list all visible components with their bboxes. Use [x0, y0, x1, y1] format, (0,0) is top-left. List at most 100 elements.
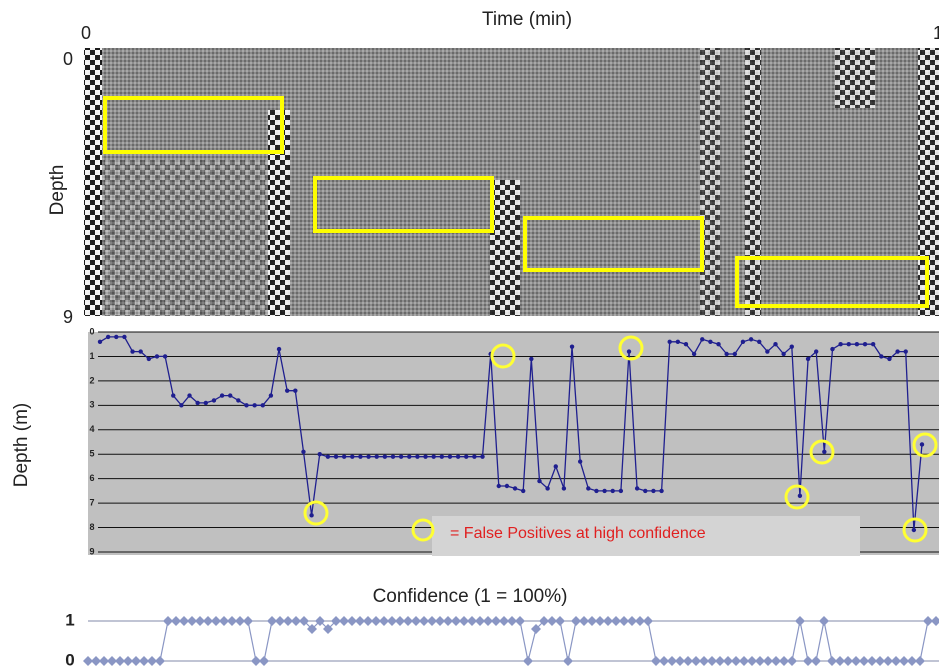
data-point	[708, 339, 713, 344]
data-point	[339, 616, 349, 626]
y-tick-label: 3	[89, 400, 94, 410]
data-point	[195, 400, 200, 406]
data-point	[610, 488, 615, 494]
data-point	[903, 349, 908, 354]
y-tick-label: 2	[89, 375, 94, 385]
data-point	[130, 349, 135, 354]
data-point	[659, 656, 669, 666]
y-tick-label: 0	[65, 650, 74, 669]
data-point	[284, 388, 290, 393]
data-point	[419, 616, 429, 626]
data-point	[827, 656, 837, 666]
data-point	[611, 616, 621, 626]
data-point	[803, 656, 813, 666]
data-point	[105, 334, 111, 340]
data-point	[403, 616, 413, 626]
data-point	[569, 344, 575, 349]
data-point	[667, 656, 677, 666]
data-point	[835, 656, 845, 666]
data-point	[162, 354, 168, 359]
data-point	[268, 393, 274, 398]
data-point	[459, 616, 469, 626]
data-point	[115, 656, 125, 666]
x-tick-label: 0	[81, 23, 91, 43]
data-point	[211, 616, 221, 626]
chart-layer: Time (min)Depth01209Depth (m)0123456789=…	[11, 9, 939, 669]
data-point	[267, 616, 277, 626]
data-point	[870, 342, 876, 347]
data-point	[123, 656, 133, 666]
data-point	[371, 616, 381, 626]
data-point	[887, 356, 892, 362]
data-point	[366, 454, 371, 459]
y-tick-label: 1	[89, 351, 94, 361]
data-point	[594, 488, 599, 494]
data-point	[587, 616, 597, 626]
data-point	[915, 656, 925, 666]
data-point	[675, 656, 685, 666]
data-point	[667, 339, 672, 344]
data-point	[325, 454, 331, 459]
data-point	[187, 616, 197, 626]
data-point	[499, 616, 509, 626]
data-point	[813, 349, 819, 354]
data-point	[475, 616, 485, 626]
data-point	[423, 454, 428, 459]
data-point	[363, 616, 373, 626]
data-point	[467, 616, 477, 626]
data-point	[387, 616, 397, 626]
data-point	[700, 337, 705, 342]
data-point	[439, 454, 445, 459]
data-point	[789, 344, 794, 349]
data-point	[443, 616, 453, 626]
data-point	[830, 346, 835, 352]
data-point	[651, 656, 661, 666]
data-point	[83, 656, 93, 666]
data-point	[435, 616, 445, 626]
data-point	[838, 342, 843, 347]
data-point	[627, 616, 637, 626]
data-point	[683, 656, 693, 666]
data-point	[219, 616, 229, 626]
data-point	[146, 356, 152, 362]
data-point	[626, 349, 632, 354]
data-point	[315, 616, 325, 626]
data-point	[691, 656, 701, 666]
data-point	[634, 486, 640, 491]
data-point	[507, 616, 517, 626]
chart-title: Time (min)	[482, 9, 572, 30]
y-tick-label: 4	[89, 424, 94, 434]
data-point	[301, 449, 306, 454]
data-point	[805, 356, 811, 362]
data-point	[643, 488, 648, 494]
data-point	[236, 398, 241, 403]
data-point	[307, 624, 317, 634]
data-point	[187, 393, 192, 398]
data-point	[341, 454, 347, 459]
data-point	[691, 351, 697, 357]
y-tick-label: 9	[89, 546, 94, 556]
data-point	[333, 454, 339, 459]
data-point	[504, 483, 510, 489]
data-point	[407, 454, 412, 459]
data-point	[395, 616, 405, 626]
data-point	[723, 656, 733, 666]
data-point	[451, 616, 461, 626]
data-point	[171, 616, 181, 626]
data-point	[819, 616, 829, 626]
data-point	[291, 616, 301, 626]
data-point	[447, 454, 453, 459]
data-point	[350, 454, 355, 459]
data-point	[515, 616, 525, 626]
data-point	[398, 454, 404, 459]
data-point	[139, 656, 149, 666]
data-point	[179, 403, 184, 408]
data-point	[715, 656, 725, 666]
data-point	[795, 616, 805, 626]
data-point	[595, 616, 605, 626]
data-point	[811, 656, 821, 666]
data-point	[195, 616, 205, 626]
data-point	[787, 656, 797, 666]
data-point	[431, 454, 436, 459]
data-point	[561, 486, 567, 491]
